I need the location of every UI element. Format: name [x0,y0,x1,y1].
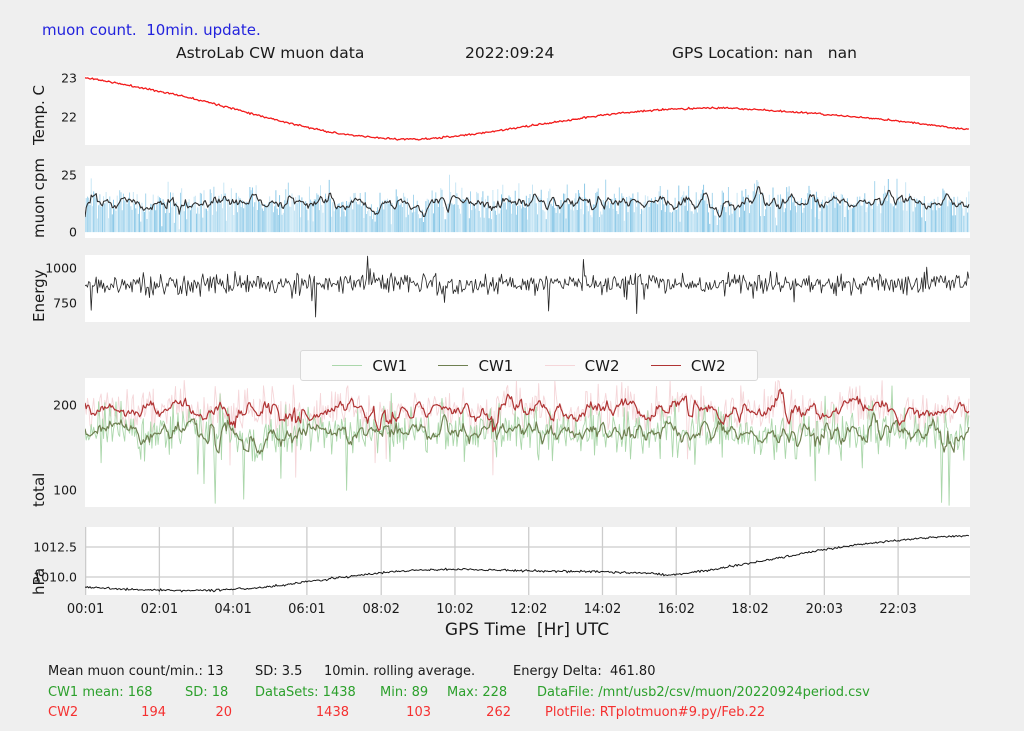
cw2-plotfile: PlotFile: RTplotmuon#9.py/Feb.22 [545,705,766,720]
legend-label: CW1 [478,356,514,375]
update-note: muon count. 10min. update. [42,21,261,39]
x-tick: 16:02 [657,602,695,617]
muon_cpm-y-tick: 25 [61,167,77,183]
cw1-max: Max: 228 [447,685,508,700]
muon-cpm-panel: muon cpm 25 0 [30,158,970,240]
cw1-datafile: DataFile: /mnt/usb2/csv/muon/20220924per… [537,685,870,700]
CW1-rolling-average-line [85,412,970,455]
muon-rolling-average-line [85,186,970,218]
cw2-raw-line-swatch [544,365,575,366]
chart-datetime: 2022:09:24 [465,44,555,62]
temperature-y-axis-label: Temp. C [30,85,48,145]
legend-item-cw1-avg: CW1 [438,357,513,375]
footer-sd: SD: 3.5 [255,664,303,679]
cw1-mean: CW1 mean: 168 [48,685,153,700]
legend-item-cw2-raw: CW2 [544,356,620,375]
gps-location: GPS Location: nan nan [672,44,857,62]
x-tick: 18:02 [731,602,769,617]
legend-item-cw1-raw: CW1 [332,357,407,375]
CW2-raw-line [85,380,970,478]
x-tick: 22:03 [879,602,917,617]
energy-line [85,255,970,318]
legend-label: CW1 [372,356,408,375]
CW1-raw-line [85,385,970,506]
cw2-name: CW2 [48,705,79,720]
temperature-panel: Temp. C 23 22 [30,70,970,145]
cw1-datasets: DataSets: 1438 [255,685,356,700]
x-tick: 08:02 [362,602,400,617]
Temp. C-line [85,77,970,141]
energy-y-tick: 1000 [45,260,77,276]
legend: CW1 CW1 CW2 CW2 [300,350,758,381]
cw1-sd: SD: 18 [185,685,229,700]
legend-item-cw2-avg: CW2 [650,356,726,375]
temperature-y-tick: 22 [61,109,77,125]
energy-panel: Energy 1000 750 [30,255,970,322]
cw1-raw-line-swatch [332,365,363,366]
total-y-axis-label: total [30,472,48,507]
CW2-rolling-average-line [85,388,970,433]
muon-count-bars [89,179,969,233]
x-tick: 10:02 [436,602,474,617]
legend-label: CW2 [690,356,726,375]
x-tick: 04:01 [214,602,252,617]
x-tick: 12:02 [509,602,548,617]
x-tick: 02:01 [140,602,179,617]
total-y-tick: 200 [53,397,77,413]
legend-label: CW2 [584,356,620,375]
temperature-y-tick: 23 [61,70,77,86]
muon_cpm-chart [85,174,970,233]
total-chart [85,380,970,506]
pressure-y-axis-label: hPa [30,567,48,595]
x-axis-label: GPS Time [Hr] UTC [444,620,610,640]
x-tick: 14:02 [583,602,622,617]
cw2-mean: 194 [141,705,166,720]
x-tick: 06:01 [288,602,326,617]
chart-title: AstroLab CW muon data [176,44,365,62]
hPa-line [85,534,970,593]
energy-chart [85,255,970,318]
energy-y-tick: 750 [53,295,77,311]
total-panel: total 200 100 [30,378,970,507]
total-y-tick: 100 [53,482,77,498]
pressure-y-tick: 1010.0 [33,569,77,585]
cw2-max: 262 [486,705,511,720]
muon_cpm-y-tick: 0 [69,224,77,240]
x-tick: 20:03 [805,602,844,617]
muon-count-bars [90,174,970,233]
footer-energy-delta: Energy Delta: 461.80 [513,664,656,679]
pressure-chart [85,527,970,595]
cw1-avg-line-swatch [438,365,469,366]
footer-rolling-note: 10min. rolling average. [324,664,476,679]
cw2-min: 103 [406,705,431,720]
footer-mean-count: Mean muon count/min.: 13 [48,664,224,679]
muon-count-bars [85,178,962,233]
pressure-panel: hPa 1012.5 1010.0 [30,527,970,595]
cw2-datasets: 1438 [315,705,349,720]
temperature-chart [85,77,970,141]
pressure-y-tick: 1012.5 [33,539,77,555]
cw1-min: Min: 89 [380,685,429,700]
muon_cpm-y-axis-label: muon cpm [30,158,48,238]
cw2-avg-line-swatch [650,365,681,366]
cw2-sd: 20 [215,705,232,720]
x-tick: 00:01 [66,602,105,617]
